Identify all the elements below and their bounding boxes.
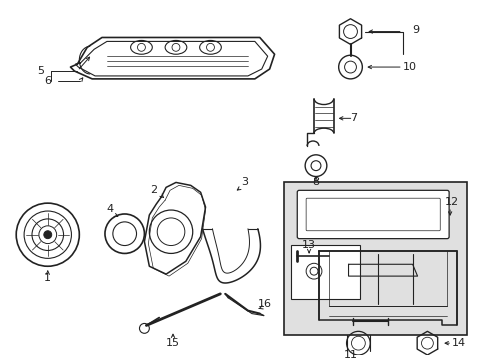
Circle shape — [172, 44, 180, 51]
Text: 6: 6 — [44, 76, 51, 86]
Text: 5: 5 — [37, 66, 44, 76]
Text: 16: 16 — [257, 299, 271, 309]
Text: 1: 1 — [44, 273, 51, 283]
FancyBboxPatch shape — [297, 190, 448, 239]
Text: 11: 11 — [343, 350, 357, 360]
Text: 12: 12 — [444, 197, 458, 207]
FancyBboxPatch shape — [305, 198, 439, 231]
Text: 15: 15 — [165, 338, 180, 348]
Circle shape — [137, 44, 145, 51]
Text: 7: 7 — [349, 113, 356, 123]
Text: 14: 14 — [451, 338, 465, 348]
Text: 8: 8 — [312, 177, 319, 188]
Bar — [284, 183, 466, 335]
Text: 4: 4 — [106, 204, 113, 214]
Circle shape — [206, 44, 214, 51]
Bar — [291, 244, 360, 299]
Text: 10: 10 — [402, 62, 416, 72]
Text: 9: 9 — [411, 24, 418, 35]
Circle shape — [44, 231, 52, 239]
Text: 2: 2 — [149, 185, 157, 195]
Text: 13: 13 — [302, 239, 315, 249]
Text: 3: 3 — [241, 177, 248, 188]
